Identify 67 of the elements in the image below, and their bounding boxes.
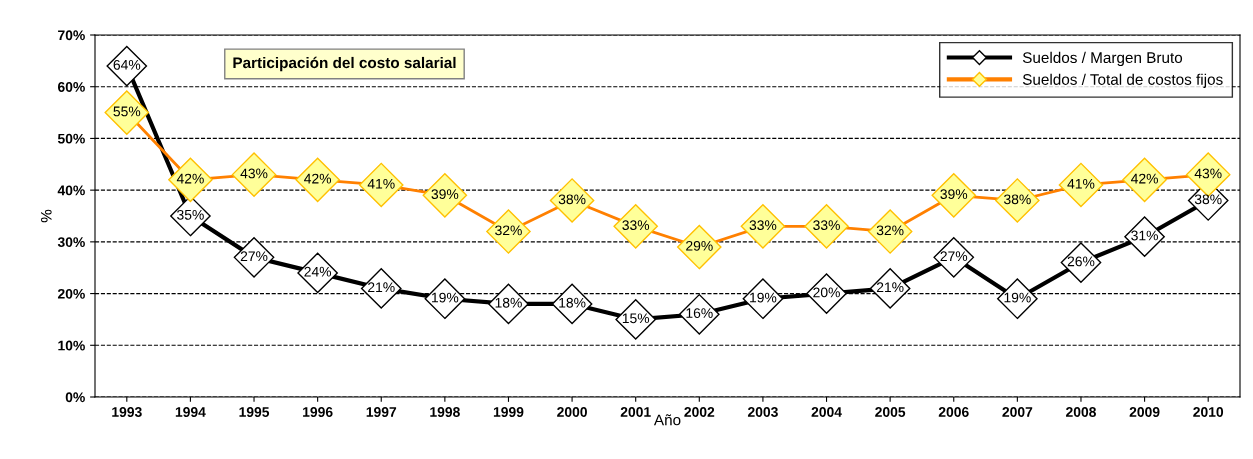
data-label: 55% [113, 106, 141, 117]
data-label: 33% [749, 220, 777, 231]
data-label: 19% [1004, 292, 1031, 303]
data-label: 39% [431, 189, 459, 200]
x-tick-label: 2004 [811, 407, 842, 417]
data-label: 16% [686, 308, 713, 318]
y-tick-label: 0% [65, 392, 85, 403]
x-tick-label: 1997 [366, 407, 397, 417]
data-label: 19% [432, 292, 459, 303]
x-tick-label: 2001 [620, 407, 651, 417]
data-label: 18% [495, 297, 522, 308]
data-label: 31% [1131, 230, 1158, 241]
x-tick-label: 1994 [175, 407, 206, 417]
x-tick-label: 1998 [430, 407, 460, 417]
y-tick-label: 70% [58, 30, 85, 41]
x-tick-label: 2007 [1002, 407, 1033, 417]
x-tick-label: 2009 [1129, 407, 1160, 417]
x-tick-label: 1999 [493, 407, 524, 417]
x-axis-title: Año [653, 414, 681, 426]
y-tick-label: 30% [57, 237, 85, 248]
x-tick-label: 1993 [112, 407, 142, 417]
data-label: 35% [177, 209, 204, 220]
data-label: 38% [558, 194, 586, 205]
x-tick-label: 2010 [1193, 407, 1224, 417]
x-tick-label: 2005 [875, 407, 906, 417]
data-label: 29% [686, 240, 713, 251]
y-tick-label: 60% [57, 82, 85, 92]
y-tick-label: 10% [58, 340, 85, 351]
x-tick-label: 1996 [303, 407, 333, 417]
x-tick-label: 2002 [684, 407, 715, 417]
data-label: 41% [367, 178, 395, 189]
y-tick-label: 20% [57, 288, 85, 299]
data-label: 42% [304, 173, 332, 184]
data-label: 32% [876, 225, 904, 236]
data-label: 20% [813, 287, 840, 298]
data-label: 21% [876, 282, 904, 293]
x-tick-label: 2008 [1066, 407, 1096, 417]
data-label: 41% [1067, 178, 1095, 189]
data-label: 21% [368, 282, 395, 293]
data-label: 33% [622, 220, 650, 231]
data-label: 24% [304, 266, 332, 277]
data-label: 26% [1067, 256, 1095, 267]
legend-label: Sueldos / Total de costos fijos [1022, 73, 1223, 88]
data-label: 33% [813, 220, 840, 231]
data-label: 38% [1003, 194, 1031, 205]
data-label: 19% [750, 292, 777, 303]
legend-label: Sueldos / Margen Bruto [1022, 51, 1183, 67]
data-label: 64% [113, 59, 141, 70]
data-label: 27% [240, 251, 268, 262]
data-label: 15% [622, 313, 650, 324]
y-axis-title: % [40, 209, 52, 223]
x-tick-label: 2006 [938, 407, 969, 417]
data-label: 42% [1131, 173, 1158, 184]
data-label: 38% [1194, 194, 1222, 205]
data-label: 18% [559, 297, 586, 308]
data-label: 42% [176, 173, 204, 184]
y-tick-label: 40% [57, 185, 85, 196]
text: Participación del costo salarial [233, 56, 456, 72]
data-label: 32% [495, 225, 522, 236]
data-label: 43% [1194, 168, 1222, 179]
x-tick-label: 1995 [239, 407, 270, 417]
data-label: 43% [240, 168, 268, 179]
data-label: 39% [940, 189, 968, 200]
data-label: 27% [940, 251, 968, 262]
x-tick-label: 2003 [747, 407, 778, 417]
x-tick-label: 2000 [557, 407, 587, 417]
y-tick-label: 50% [57, 133, 85, 144]
